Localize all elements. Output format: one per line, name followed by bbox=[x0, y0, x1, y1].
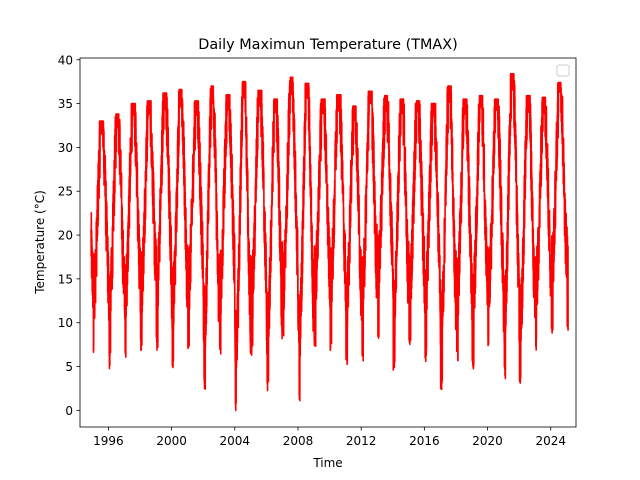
x-tick-label: 2012 bbox=[346, 434, 377, 448]
y-tick-label: 20 bbox=[58, 229, 73, 243]
y-tick-label: 35 bbox=[58, 97, 73, 111]
y-tick-label: 30 bbox=[58, 141, 73, 155]
y-tick-label: 0 bbox=[65, 404, 73, 418]
x-axis-label: Time bbox=[312, 456, 342, 470]
x-tick-label: 2004 bbox=[220, 434, 251, 448]
legend-box bbox=[556, 64, 570, 77]
y-axis-label: Temperature (°C) bbox=[33, 190, 47, 295]
series-line-tmax bbox=[90, 72, 569, 412]
axes-frame bbox=[79, 57, 577, 428]
x-tick-label: 1996 bbox=[93, 434, 124, 448]
x-tick-label: 2000 bbox=[156, 434, 187, 448]
y-tick-label: 10 bbox=[58, 316, 73, 330]
chart-title: Daily Maximun Temperature (TMAX) bbox=[198, 37, 457, 53]
y-axis: 0 5 10 15 20 25 30 35 40 bbox=[58, 53, 80, 418]
y-tick-label: 40 bbox=[58, 53, 73, 67]
y-tick-label: 25 bbox=[58, 185, 73, 199]
x-tick-label: 2020 bbox=[472, 434, 503, 448]
series-layer bbox=[90, 72, 569, 412]
y-tick-label: 5 bbox=[65, 360, 73, 374]
x-tick-label: 2008 bbox=[283, 434, 314, 448]
x-tick-label: 2016 bbox=[409, 434, 440, 448]
y-tick-label: 15 bbox=[58, 272, 73, 286]
x-axis: 1996 2000 2004 2008 2012 2016 2020 2024 bbox=[93, 427, 566, 448]
x-tick-label: 2024 bbox=[535, 434, 566, 448]
plot-area bbox=[79, 57, 577, 428]
